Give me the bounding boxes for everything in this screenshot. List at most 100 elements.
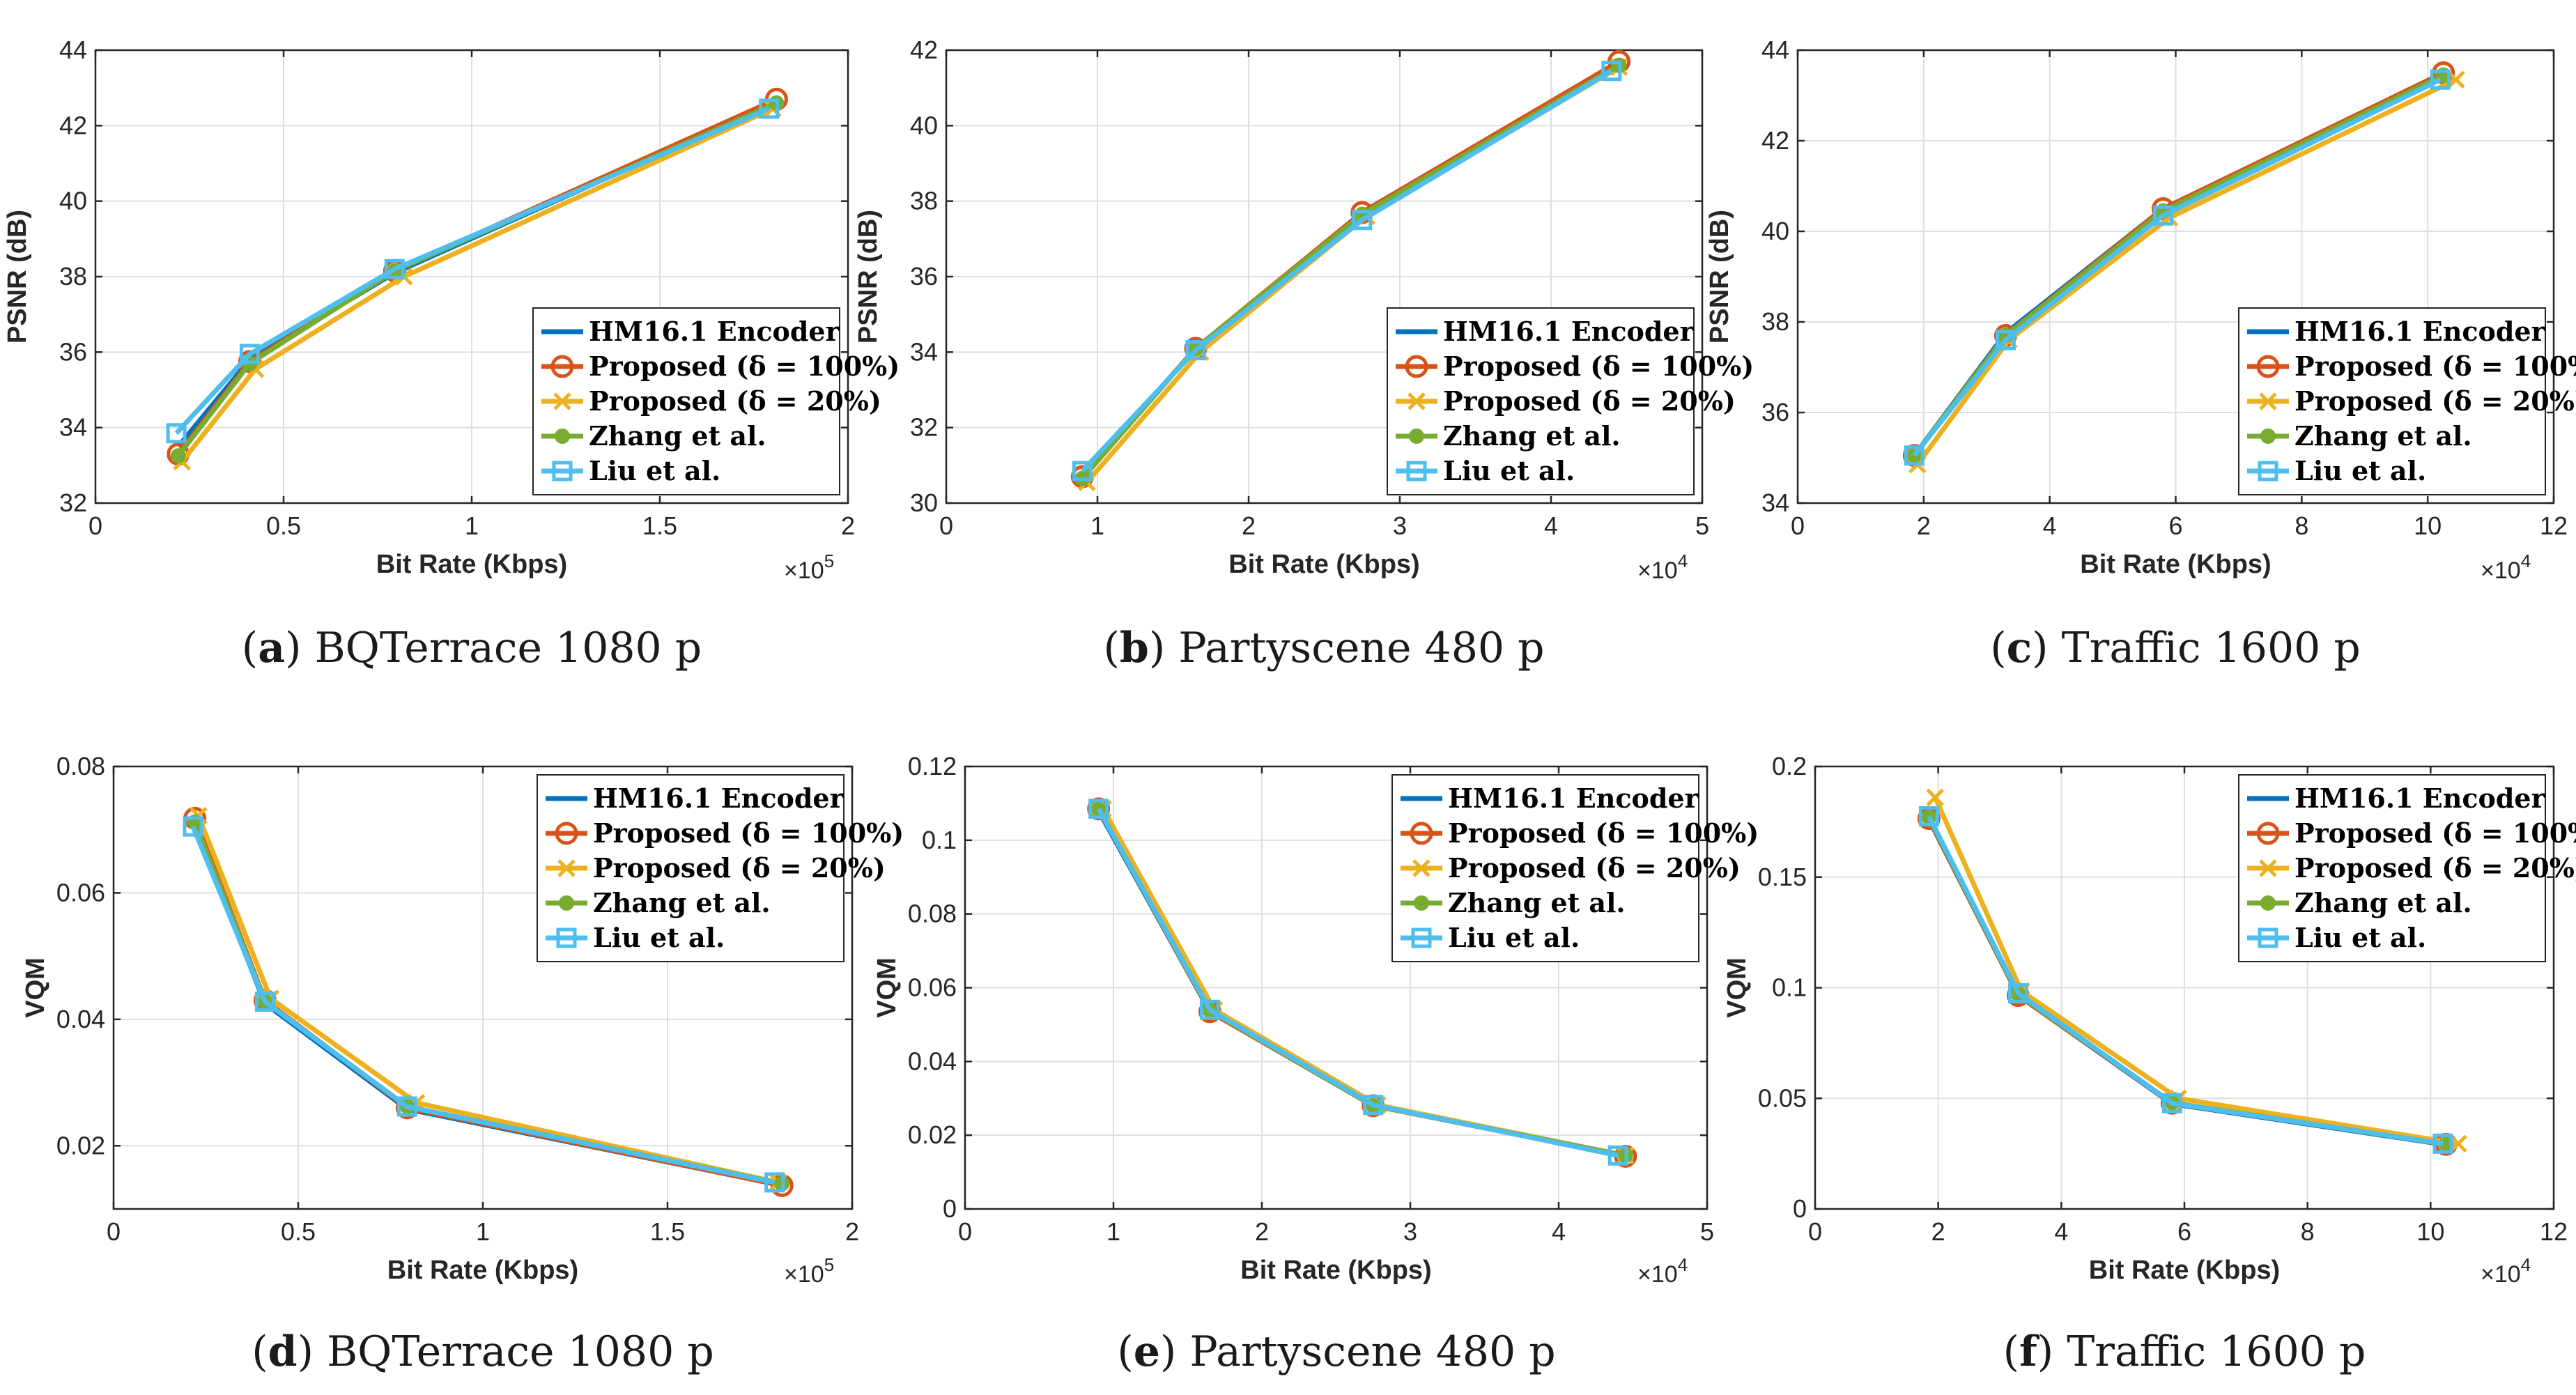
caption-text: Partyscene 480 p [1178,624,1544,672]
data-point [2449,1134,2467,1153]
y-axis-label: VQM [1722,957,1752,1018]
legend-marker [2260,429,2276,444]
legend-label: Proposed (δ = 20%) [1443,385,1736,417]
x-tick-label: 2 [1242,511,1256,540]
y-tick-label: 38 [1761,307,1789,336]
legend-label: HM16.1 Encoder [1443,316,1695,347]
multiplier-base: ×10 [2481,557,2521,584]
multiplier-base: ×10 [1637,557,1678,584]
y-tick-label: 0.15 [1758,863,1807,891]
data-point [1607,1145,1628,1166]
y-tick-label: 0.02 [56,1131,105,1159]
multiplier-base: ×10 [1637,1261,1678,1288]
x-tick-label: 6 [2177,1217,2191,1246]
legend-box [537,774,844,962]
legend-box [1391,774,1699,962]
panel-caption: (d) BQTerrace 1080 p [252,1327,714,1376]
data-point [764,1172,785,1193]
legend-marker [559,895,574,911]
legend-marker [2258,927,2278,948]
caption-text: BQTerrace 1080 p [315,624,702,672]
series-line [1915,77,2458,466]
legend-marker [1409,429,1424,444]
x-axis-multiplier: ×104 [2481,550,2531,584]
chart-panel-a: 0 0.5 1 1.5 2 32 34 36 38 40 42 44 Bit Rate (Kbps) PS… [3,36,900,672]
y-tick-label: 0.1 [1772,973,1807,1002]
series-line [190,825,776,1185]
caption-text: BQTerrace 1080 p [327,1327,714,1376]
legend-label: Liu et al. [2295,455,2426,486]
x-tick-label: 10 [2414,511,2442,540]
x-tick-label: 10 [2416,1217,2444,1246]
data-point [1072,461,1093,481]
legend-label: HM16.1 Encoder [2295,783,2546,814]
x-tick-label: 1 [1090,511,1104,540]
data-point [1904,445,1925,466]
legend-box [532,307,840,495]
data-point [1926,788,1945,807]
legend-marker [555,429,570,444]
chart-panel-d: 0 0.5 1 1.5 2 0.02 0.04 0.06 0.08 Bit Rate (Kbps)… [21,752,904,1376]
caption-letter: f [2019,1327,2040,1376]
legend-label: HM16.1 Encoder [1448,783,1699,814]
caption-close-paren: ) [298,1327,327,1376]
x-tick-label: 4 [1544,511,1558,540]
legend-label: Liu et al. [1443,455,1575,486]
panel-caption: (b) Partyscene 480 p [1103,624,1544,672]
panel-caption: (f) Traffic 1600 p [2003,1327,2366,1376]
data-point [239,344,260,364]
data-point [384,259,405,279]
data-point [1601,61,1622,82]
y-tick-label: 0.04 [56,1005,105,1033]
y-tick-label: 44 [1761,36,1789,64]
data-point [1185,340,1206,361]
legend-label: HM16.1 Encoder [593,783,844,814]
x-axis-multiplier: ×105 [784,550,834,584]
x-tick-label: 0 [939,511,953,540]
legend-marker [2258,461,2278,481]
caption-letter: b [1120,624,1149,672]
caption-close-paren: ) [1160,1327,1189,1376]
x-tick-label: 3 [1393,511,1407,540]
legend-label: Zhang et al. [589,420,766,452]
x-tick-label: 0 [958,1217,972,1246]
data-point [166,423,187,444]
y-tick-label: 40 [1761,217,1789,245]
x-tick-label: 2 [1917,511,1931,540]
data-point [254,991,275,1012]
panel-caption: (e) Partyscene 480 p [1117,1327,1555,1376]
multiplier-exponent: 4 [1678,1254,1688,1275]
x-axis-multiplier: ×104 [1637,550,1688,584]
multiplier-exponent: 4 [2521,550,2531,571]
data-point [396,1096,417,1117]
legend-label: Zhang et al. [593,887,771,918]
y-tick-label: 0.2 [1772,752,1807,780]
x-tick-label: 1.5 [642,511,677,540]
y-axis-label: VQM [21,957,50,1018]
x-tick-label: 0.5 [281,1217,316,1246]
caption-letter: a [258,624,285,672]
chart-panel-f: 0 2 4 6 8 10 12 0 0.05 0.1 0.15 0.2 Bit Rate (Kbps) V… [1722,752,2576,1376]
legend-marker [553,392,571,410]
legend-marker [1411,927,1432,948]
legend-label: Proposed (δ = 100%) [589,350,900,382]
y-tick-label: 40 [59,187,87,215]
caption-open-paren: ( [242,624,258,672]
series-liu-et-al- [183,816,785,1193]
legend-marker [552,461,573,481]
x-axis-multiplier: ×104 [1637,1254,1688,1288]
caption-text: Partyscene 480 p [1189,1327,1555,1376]
y-tick-label: 42 [910,36,938,64]
caption-close-paren: ) [2037,1327,2067,1376]
legend-label: Proposed (δ = 100%) [593,817,904,849]
x-tick-label: 12 [2540,511,2568,540]
x-axis-label: Bit Rate (Kbps) [2089,1256,2280,1285]
series-line [1912,77,2442,457]
chart-panel-c: 0 2 4 6 8 10 12 34 36 38 40 42 44 Bit Rate (Kbps) PSNR… [1705,36,2576,672]
caption-letter: c [2007,624,2033,672]
x-tick-label: 0.5 [266,511,301,540]
series-liu-et-al- [1904,69,2451,466]
y-tick-label: 38 [59,262,87,291]
